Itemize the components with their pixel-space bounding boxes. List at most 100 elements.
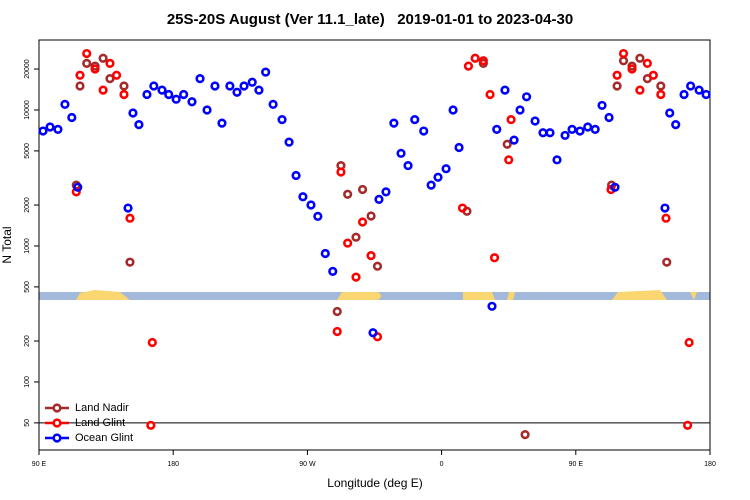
point xyxy=(254,85,264,95)
point xyxy=(694,85,704,95)
series xyxy=(38,67,711,338)
point xyxy=(381,187,391,197)
y-tick-label: 10000 xyxy=(24,100,31,120)
point xyxy=(520,430,530,440)
point xyxy=(157,85,167,95)
point xyxy=(545,128,555,138)
point xyxy=(164,89,174,100)
point xyxy=(291,170,301,181)
x-tick-label: 90 E xyxy=(32,461,47,468)
point xyxy=(515,105,525,115)
point xyxy=(618,48,629,59)
point xyxy=(98,53,108,63)
point xyxy=(403,160,413,171)
point xyxy=(105,58,115,69)
point xyxy=(357,184,368,195)
land-patch xyxy=(337,292,382,300)
point xyxy=(268,99,278,109)
point xyxy=(552,155,562,165)
point xyxy=(320,248,330,259)
point xyxy=(500,85,510,95)
point xyxy=(610,182,620,192)
point xyxy=(627,64,637,74)
point xyxy=(119,89,129,100)
point xyxy=(489,253,500,263)
point xyxy=(75,70,85,80)
x-tick-label: 180 xyxy=(167,461,179,468)
point xyxy=(247,77,257,87)
point xyxy=(202,105,212,115)
point xyxy=(366,250,376,261)
point xyxy=(509,135,519,145)
point xyxy=(142,89,152,100)
point xyxy=(470,53,480,63)
point xyxy=(389,118,399,128)
point xyxy=(502,139,512,149)
point xyxy=(612,81,622,91)
point xyxy=(146,420,156,430)
point xyxy=(53,124,63,134)
point xyxy=(419,126,429,136)
y-tick-label: 100 xyxy=(24,376,31,388)
point xyxy=(441,164,451,174)
point xyxy=(82,48,92,59)
point xyxy=(38,126,48,136)
point xyxy=(612,70,622,80)
y-tick-label: 50 xyxy=(24,419,31,427)
point xyxy=(123,203,133,213)
x-tick-label: 180 xyxy=(704,461,716,468)
point xyxy=(98,85,108,95)
point xyxy=(210,81,220,91)
point xyxy=(217,118,227,128)
point xyxy=(635,53,645,63)
point xyxy=(426,180,436,190)
y-tick-label: 5000 xyxy=(24,143,31,159)
point xyxy=(225,81,235,91)
point xyxy=(478,56,488,66)
point xyxy=(372,261,383,271)
point xyxy=(67,112,77,123)
point xyxy=(277,114,287,125)
point xyxy=(343,189,353,199)
point xyxy=(179,89,189,100)
point xyxy=(232,87,242,97)
point xyxy=(328,266,338,277)
point xyxy=(119,81,129,91)
point xyxy=(125,257,135,267)
point xyxy=(261,67,271,77)
point xyxy=(521,92,532,102)
point xyxy=(463,61,474,71)
point xyxy=(187,97,197,107)
point xyxy=(635,85,645,95)
point xyxy=(575,126,585,136)
point xyxy=(530,116,540,126)
plot-frame xyxy=(38,39,711,451)
point xyxy=(298,192,308,202)
point xyxy=(195,74,205,84)
y-axis-label: N Total xyxy=(0,226,14,263)
point xyxy=(504,155,514,165)
y-tick-label: 1000 xyxy=(24,238,31,254)
point xyxy=(656,81,666,91)
y-tick-label: 500 xyxy=(24,281,31,293)
point xyxy=(306,200,316,210)
point xyxy=(73,182,83,192)
point xyxy=(171,94,181,104)
legend-marker xyxy=(52,403,62,413)
point xyxy=(111,70,122,80)
point xyxy=(686,81,696,91)
land-patch xyxy=(612,290,667,300)
legend-marker xyxy=(52,433,62,443)
point xyxy=(82,58,92,69)
series xyxy=(71,48,694,430)
point xyxy=(128,108,138,118)
point xyxy=(583,122,593,132)
point xyxy=(313,211,323,221)
point xyxy=(671,120,681,130)
point xyxy=(656,89,666,100)
point xyxy=(487,301,497,311)
legend-label: Land Glint xyxy=(75,417,125,429)
point xyxy=(105,74,115,84)
land-patch xyxy=(690,292,697,300)
